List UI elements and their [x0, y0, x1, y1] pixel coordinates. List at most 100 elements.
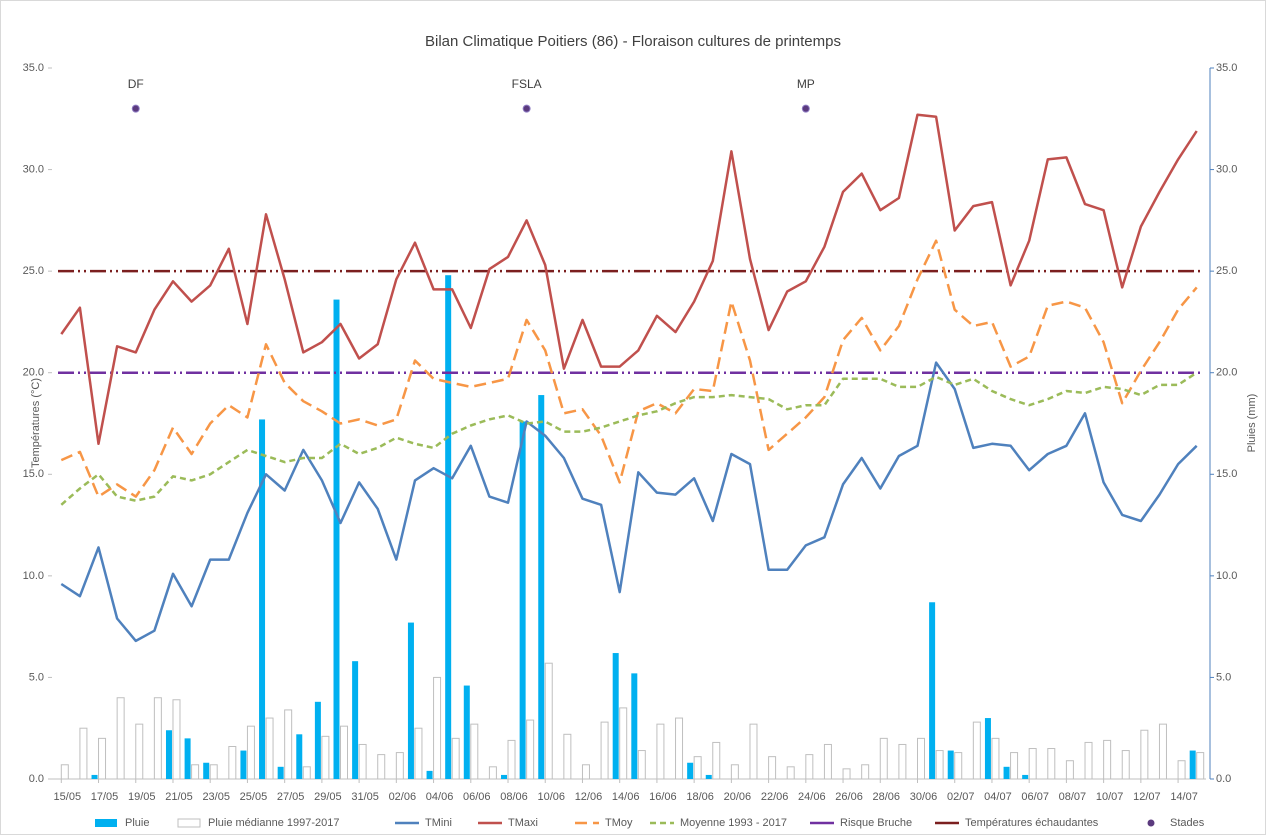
- rain-bar: [1028, 748, 1037, 780]
- rain-bar: [1065, 760, 1074, 780]
- rain-bar: [284, 709, 293, 780]
- y2-axis-label: Pluies (mm): [1246, 394, 1258, 453]
- rain-bar: [823, 743, 832, 780]
- rain-bar: [1121, 750, 1130, 780]
- rain-bar: [395, 752, 404, 780]
- rain-bar: [1140, 729, 1149, 780]
- y2-tick-label: 20.0: [1216, 367, 1237, 379]
- stage-point: [801, 104, 810, 113]
- x-tick-label: 14/06: [612, 791, 640, 803]
- x-tick-label: 06/07: [1021, 791, 1049, 803]
- y-tick-label: 20.0: [23, 367, 44, 379]
- rain-bar: [165, 730, 172, 779]
- rain-bar: [544, 662, 553, 780]
- rain-bar: [1189, 750, 1196, 779]
- stage-label: FSLA: [512, 77, 542, 91]
- rain-bar: [768, 756, 777, 780]
- x-tick-label: 21/05: [165, 791, 193, 803]
- rain-bar: [1084, 741, 1093, 780]
- x-tick-label: 10/07: [1096, 791, 1124, 803]
- rain-bar: [228, 745, 237, 780]
- legend-label: Stades: [1170, 817, 1205, 829]
- rain-bar: [414, 727, 423, 780]
- x-tick-label: 20/06: [724, 791, 752, 803]
- x-tick-label: 29/05: [314, 791, 342, 803]
- x-tick-label: 25/05: [240, 791, 268, 803]
- rain-bar: [1003, 766, 1010, 779]
- rain-bar: [116, 697, 125, 780]
- legend-swatch: [177, 818, 201, 828]
- rain-bar: [526, 719, 535, 780]
- rain-bar: [246, 725, 255, 780]
- x-tick-label: 23/05: [202, 791, 230, 803]
- rain-bar: [277, 766, 284, 779]
- rain-bar: [675, 717, 684, 780]
- rain-bar: [842, 768, 851, 780]
- x-tick-label: 02/07: [947, 791, 975, 803]
- rain-bar: [407, 622, 414, 779]
- legend-label: Pluie médianne 1997-2017: [208, 817, 340, 829]
- rain-bar: [296, 734, 303, 779]
- rain-bar: [507, 739, 516, 780]
- rain-bar: [79, 727, 88, 780]
- rain-bar: [463, 685, 470, 779]
- stage-label: DF: [128, 77, 144, 91]
- rain-bar: [563, 733, 572, 780]
- legend-label: Températures échaudantes: [965, 817, 1099, 829]
- y2-tick-label: 30.0: [1216, 163, 1237, 175]
- rain-bar: [184, 738, 191, 779]
- legend-label: TMini: [425, 817, 452, 829]
- y-tick-label: 10.0: [23, 570, 44, 582]
- x-tick-label: 18/06: [686, 791, 714, 803]
- rain-bar: [612, 653, 619, 779]
- legend-label: TMoy: [605, 817, 633, 829]
- legend-label: Moyenne 1993 - 2017: [680, 817, 787, 829]
- legend-swatch: [95, 819, 117, 827]
- rain-bar: [693, 756, 702, 780]
- rain-bar: [98, 737, 107, 780]
- stage-label: MP: [797, 77, 815, 91]
- y2-tick-label: 15.0: [1216, 468, 1237, 480]
- x-tick-label: 24/06: [798, 791, 826, 803]
- rain-bar: [1010, 752, 1019, 780]
- x-tick-label: 14/07: [1170, 791, 1198, 803]
- rain-bar: [972, 721, 981, 780]
- x-tick-label: 02/06: [389, 791, 417, 803]
- x-tick-label: 08/06: [500, 791, 528, 803]
- rain-bar: [619, 707, 628, 780]
- rain-bar: [377, 754, 386, 780]
- rain-bar: [426, 770, 433, 779]
- y2-tick-label: 35.0: [1216, 62, 1237, 74]
- y2-tick-label: 5.0: [1216, 671, 1231, 683]
- x-tick-label: 19/05: [128, 791, 156, 803]
- rain-bar: [861, 764, 870, 780]
- rain-bar: [1158, 723, 1167, 780]
- rain-bar: [637, 750, 646, 780]
- rain-bar: [730, 764, 739, 780]
- chart-title: Bilan Climatique Poitiers (86) - Florais…: [425, 33, 841, 50]
- x-tick-label: 10/06: [537, 791, 565, 803]
- rain-bar: [712, 741, 721, 780]
- rain-bar: [259, 419, 266, 779]
- x-tick-label: 04/07: [984, 791, 1012, 803]
- rain-bar: [314, 701, 321, 779]
- x-tick-label: 28/06: [873, 791, 901, 803]
- rain-bar: [352, 661, 359, 779]
- rain-bar: [265, 717, 274, 780]
- rain-bar: [333, 299, 340, 779]
- rain-bar: [687, 762, 694, 779]
- y2-tick-label: 0.0: [1216, 773, 1231, 785]
- rain-bar: [340, 725, 348, 780]
- x-tick-label: 06/06: [463, 791, 491, 803]
- x-tick-label: 04/06: [426, 791, 454, 803]
- line-series: [60, 113, 1198, 446]
- legend-label: TMaxi: [508, 817, 538, 829]
- rain-bar: [1022, 774, 1029, 779]
- x-tick-label: 30/06: [910, 791, 938, 803]
- rain-bar: [433, 676, 442, 780]
- rain-bar: [917, 737, 925, 780]
- x-tick-label: 17/05: [91, 791, 119, 803]
- legend-swatch: [1147, 819, 1155, 827]
- x-tick-label: 26/06: [835, 791, 863, 803]
- x-tick-label: 22/06: [761, 791, 789, 803]
